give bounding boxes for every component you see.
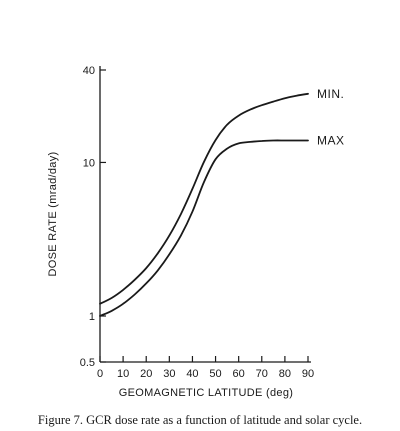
- axes: [99, 66, 311, 363]
- ticks: 0 10 20 30 40 50 60 70 80 90 0.5 1 10 40: [80, 65, 314, 380]
- y-axis-title: DOSE RATE (mrad/day): [47, 152, 59, 277]
- x-tick-label: 60: [233, 368, 245, 380]
- y-tick-label: 0.5: [80, 357, 95, 369]
- series-layer: MIN. MAX: [99, 87, 345, 317]
- x-tick-label: 50: [209, 368, 221, 380]
- series-line-min: [99, 92, 309, 305]
- x-tick-label: 80: [279, 368, 291, 380]
- series-line-max: [99, 139, 309, 317]
- y-tick-label: 40: [83, 65, 95, 77]
- figure-caption: Figure 7. GCR dose rate as a function of…: [38, 413, 362, 427]
- y-tick-label: 10: [83, 157, 95, 169]
- x-tick-label: 0: [97, 368, 103, 380]
- x-tick-label: 90: [302, 368, 314, 380]
- y-tick-label: 1: [89, 311, 95, 323]
- x-tick-label: 20: [140, 368, 152, 380]
- series-label-max: MAX: [317, 133, 345, 147]
- x-tick-label: 10: [117, 368, 129, 380]
- x-tick-label: 70: [256, 368, 268, 380]
- x-tick-label: 30: [163, 368, 175, 380]
- x-axis-title: GEOMAGNETIC LATITUDE (deg): [119, 387, 293, 399]
- series-label-min: MIN.: [317, 87, 344, 101]
- x-tick-label: 40: [186, 368, 198, 380]
